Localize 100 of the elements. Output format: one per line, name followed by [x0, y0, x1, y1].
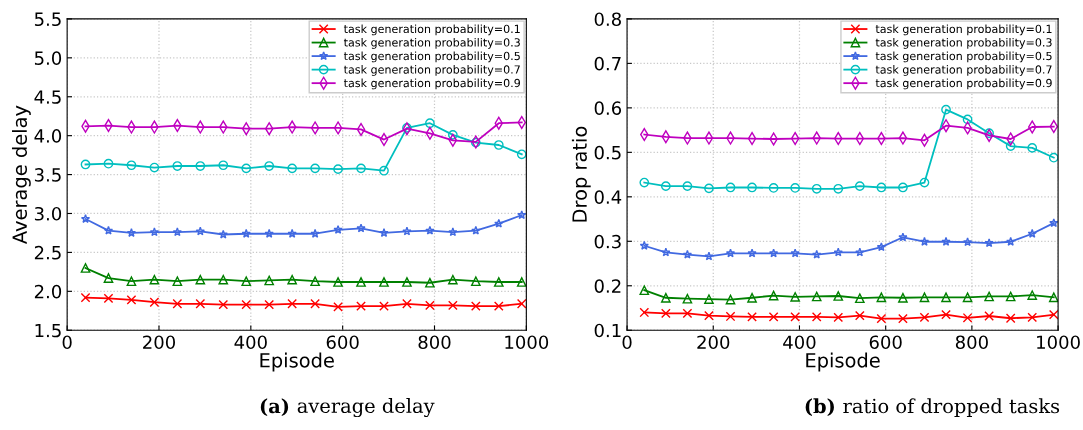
- point: [493, 301, 504, 311]
- y-tick-label: 0.1: [594, 323, 621, 338]
- x-tick-label: 600: [869, 335, 902, 350]
- point: [310, 228, 320, 238]
- point: [448, 133, 458, 147]
- point: [172, 298, 183, 309]
- point: [310, 298, 320, 309]
- y-tick-label: 5.0: [34, 51, 62, 65]
- point: [126, 160, 137, 171]
- point: [448, 300, 458, 311]
- point: [264, 161, 275, 171]
- point: [704, 294, 714, 304]
- y-tick-label: 0.3: [594, 234, 621, 249]
- point: [919, 292, 930, 303]
- point: [833, 312, 844, 323]
- x-tick-label: 600: [326, 335, 359, 350]
- point: [790, 292, 801, 302]
- point: [833, 183, 844, 194]
- point: [195, 161, 206, 171]
- y-axis-title: Average delay: [11, 105, 31, 245]
- point: [241, 299, 252, 310]
- legend-label: task generation probability=0.3: [875, 38, 1052, 49]
- point: [768, 248, 779, 258]
- point: [516, 149, 527, 160]
- point: [126, 228, 137, 238]
- point: [1005, 291, 1016, 302]
- point: [126, 295, 137, 305]
- x-axis-title: Episode: [260, 352, 334, 372]
- point: [103, 225, 114, 235]
- point: [333, 164, 343, 174]
- point: [1027, 228, 1037, 238]
- point: [195, 274, 206, 285]
- point: [1027, 143, 1038, 153]
- point: [172, 161, 183, 171]
- point: [833, 291, 844, 301]
- legend-label: task generation probability=0.5: [343, 51, 520, 63]
- point: [704, 183, 714, 194]
- point: [1005, 313, 1016, 324]
- point: [356, 301, 366, 311]
- point: [639, 177, 650, 188]
- point: [517, 210, 527, 220]
- point: [811, 183, 822, 194]
- point: [941, 119, 951, 133]
- point: [333, 302, 343, 312]
- point: [402, 226, 412, 236]
- point: [855, 247, 865, 257]
- point: [790, 183, 801, 193]
- point: [768, 312, 779, 322]
- point: [149, 297, 160, 308]
- point: [898, 182, 908, 193]
- point: [984, 238, 994, 248]
- point: [898, 292, 908, 303]
- point: [1006, 236, 1016, 246]
- x-tick-label: 1000: [505, 335, 549, 350]
- y-tick-label: 1.5: [35, 323, 61, 338]
- point: [448, 274, 458, 285]
- y-tick-label: 4.5: [34, 90, 61, 104]
- point: [1027, 120, 1037, 134]
- point: [1048, 292, 1059, 303]
- point: [919, 312, 930, 323]
- point: [919, 177, 930, 188]
- point: [682, 181, 693, 192]
- point: [919, 236, 930, 246]
- point: [747, 248, 757, 258]
- point: [425, 126, 435, 140]
- y-tick-label: 0.7: [594, 56, 621, 71]
- point: [984, 291, 994, 302]
- point: [379, 277, 389, 287]
- point: [876, 242, 887, 252]
- point: [941, 236, 951, 246]
- point: [471, 225, 481, 235]
- point: [402, 298, 412, 309]
- legend-label: task generation probability=0.1: [343, 24, 520, 36]
- point: [661, 247, 671, 257]
- x-tick-label: 800: [418, 335, 451, 350]
- point: [218, 274, 229, 285]
- point: [287, 163, 298, 174]
- legend-label: task generation probability=0.9: [875, 78, 1052, 90]
- point: [356, 223, 366, 233]
- point: [80, 159, 91, 170]
- legend-label: task generation probability=0.3: [343, 38, 520, 49]
- point: [854, 310, 865, 321]
- point: [1027, 312, 1038, 323]
- y-tick-label: 0.2: [594, 279, 621, 293]
- point: [310, 121, 320, 135]
- point: [149, 274, 160, 285]
- point: [425, 300, 435, 311]
- y-tick-label: 5.5: [34, 12, 61, 27]
- point: [494, 218, 504, 228]
- y-tick-label: 2.0: [34, 284, 62, 299]
- point: [425, 118, 435, 129]
- point: [379, 228, 389, 238]
- x-tick-label: 0: [622, 335, 632, 350]
- point: [218, 160, 229, 171]
- point: [898, 313, 908, 324]
- y-tick-label: 4.0: [34, 129, 62, 143]
- point: [425, 277, 435, 288]
- point: [264, 299, 275, 310]
- point: [493, 140, 504, 150]
- point: [790, 312, 801, 322]
